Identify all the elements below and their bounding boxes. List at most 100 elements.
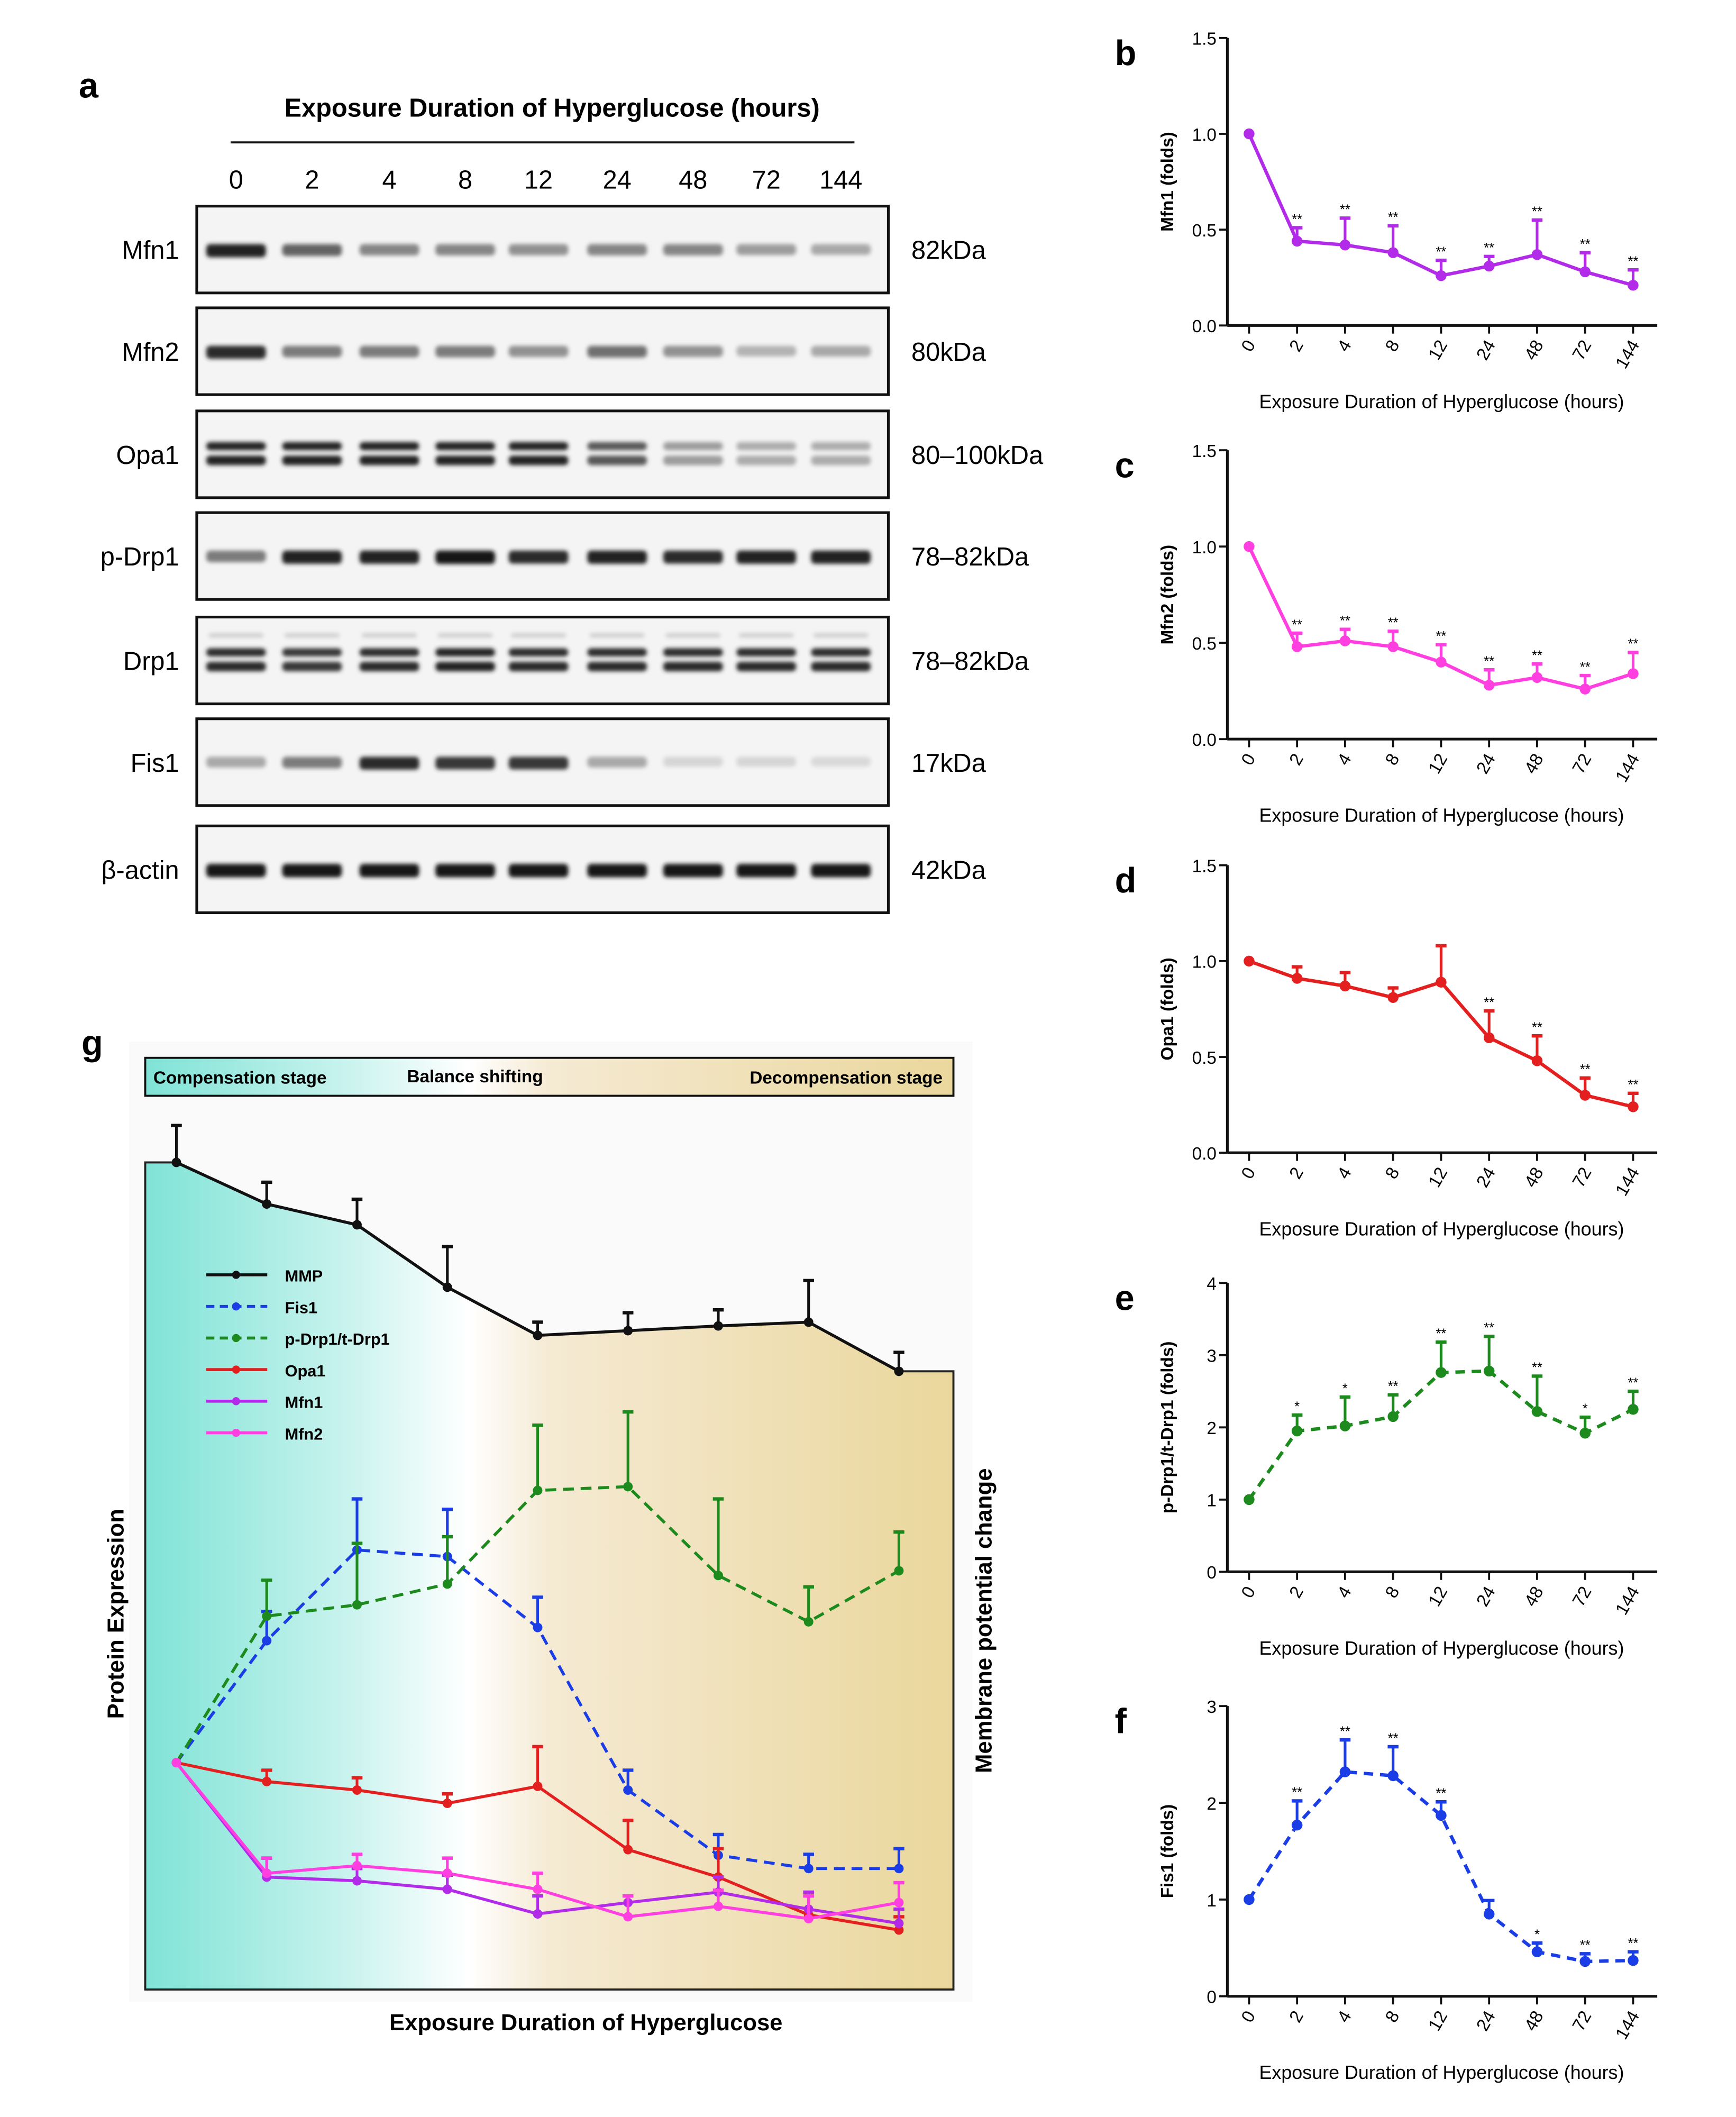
x-tick-label: 4 <box>1333 2008 1355 2026</box>
x-tick-label: 24 <box>1473 2008 1500 2034</box>
blot-kda-label: 42kDa <box>911 856 986 884</box>
blot-band <box>811 864 871 878</box>
blot-band <box>435 442 495 451</box>
blot-band <box>206 244 266 258</box>
x-tick-label: 24 <box>1473 337 1500 364</box>
blot-band <box>359 345 419 358</box>
significance-mark: ** <box>1388 210 1399 225</box>
significance-mark: ** <box>1436 1786 1446 1801</box>
data-point <box>352 1860 362 1870</box>
blot-band <box>206 345 266 359</box>
panel-label-b: b <box>1115 34 1137 73</box>
series-line <box>1247 1369 1634 1501</box>
data-point <box>1628 1403 1639 1415</box>
blot-band <box>282 648 342 656</box>
blot-title: Exposure Duration of Hyperglucose (hours… <box>285 94 820 122</box>
x-tick-label: 0 <box>1238 1164 1259 1183</box>
x-tick-label: 72 <box>1569 1583 1596 1610</box>
data-point <box>1339 1420 1351 1431</box>
blot-band <box>587 648 647 656</box>
x-axis-title: Exposure Duration of Hyperglucose (hours… <box>1259 1638 1624 1659</box>
data-point <box>1531 1406 1543 1417</box>
x-tick-label: 144 <box>1612 1164 1643 1200</box>
blot-band <box>508 455 569 466</box>
data-point <box>1291 1425 1303 1437</box>
significance-mark: ** <box>1628 254 1638 269</box>
blot-band <box>736 648 797 656</box>
data-point <box>1244 541 1255 552</box>
data-point <box>1628 1101 1639 1112</box>
data-point <box>894 1918 904 1928</box>
y-tick-label: 0.0 <box>1192 317 1217 336</box>
data-point <box>352 1785 362 1795</box>
lane-label: 24 <box>603 166 632 194</box>
data-point <box>262 1868 272 1878</box>
data-point <box>894 1897 904 1908</box>
y-tick-label: 1.5 <box>1192 442 1217 461</box>
blot-band <box>282 455 342 466</box>
blot-row-label: Fis1 <box>131 749 179 778</box>
significance-mark: ** <box>1580 1062 1591 1077</box>
data-point <box>1387 1770 1399 1782</box>
blot-band <box>206 550 266 562</box>
data-point <box>1483 1365 1495 1377</box>
blot-kda-label: 80kDa <box>911 338 986 367</box>
blot-band <box>587 550 647 564</box>
blot-band <box>435 244 495 256</box>
significance-mark: ** <box>1628 637 1638 652</box>
y-axis-title: Mfn1 (folds) <box>1158 132 1177 232</box>
blot-band-faint <box>209 633 263 637</box>
blot-band <box>206 864 266 878</box>
blot-band <box>508 756 569 770</box>
data-point <box>442 1282 452 1292</box>
y-tick-label: 0 <box>1207 1563 1217 1583</box>
blot-band-faint <box>590 633 644 637</box>
data-point <box>1339 239 1351 251</box>
series-line <box>1247 1770 1633 1964</box>
data-point <box>623 1845 633 1855</box>
blot-band <box>736 864 797 878</box>
blot-kda-label: 17kDa <box>911 749 986 778</box>
significance-mark: ** <box>1436 244 1446 259</box>
x-tick-label: 8 <box>1382 2008 1403 2026</box>
blot-band-faint <box>285 633 340 637</box>
data-point <box>803 1617 814 1627</box>
x-tick-label: 24 <box>1473 1583 1500 1610</box>
y-tick-label: 0.5 <box>1192 1048 1217 1068</box>
blot-row-label: Mfn2 <box>122 338 179 367</box>
blot-band <box>435 864 495 878</box>
blot-band-faint <box>814 633 868 637</box>
significance-mark: * <box>1342 1381 1348 1396</box>
blot-band <box>359 244 419 256</box>
blot-band <box>736 455 797 466</box>
data-point <box>713 1571 723 1581</box>
blot-band <box>663 550 723 564</box>
data-point <box>1291 1819 1303 1831</box>
data-point <box>262 1636 272 1646</box>
blot-band <box>206 662 266 672</box>
y-tick-label: 3 <box>1207 1698 1217 1717</box>
x-tick-label: 4 <box>1333 1164 1355 1183</box>
blot-row-label: β-actin <box>102 856 179 884</box>
data-point <box>1436 656 1447 668</box>
blot-band <box>508 244 569 256</box>
x-tick-label: 2 <box>1286 2008 1308 2026</box>
significance-mark: ** <box>1532 649 1542 663</box>
x-tick-label: 0 <box>1238 1583 1259 1602</box>
legend-label: p-Drp1/t-Drp1 <box>285 1330 390 1348</box>
data-point <box>1579 1428 1591 1439</box>
x-tick-label: 144 <box>1612 337 1643 372</box>
blot-band <box>359 648 419 656</box>
significance-mark: ** <box>1340 614 1350 628</box>
significance-mark: * <box>1583 1402 1588 1417</box>
blot-band-faint <box>739 633 793 637</box>
significance-mark: ** <box>1484 241 1494 256</box>
data-point <box>1291 973 1303 984</box>
blot-band <box>282 345 342 358</box>
significance-mark: ** <box>1292 1785 1302 1800</box>
data-point <box>1531 1055 1543 1066</box>
blot-band <box>811 345 871 357</box>
significance-mark: ** <box>1388 1379 1399 1394</box>
x-tick-label: 8 <box>1382 751 1403 769</box>
data-point <box>623 1326 633 1336</box>
